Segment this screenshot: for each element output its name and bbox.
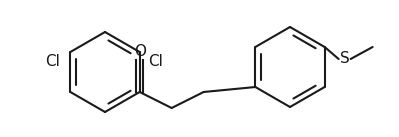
Text: Cl: Cl [148, 55, 163, 69]
Text: Cl: Cl [45, 55, 60, 69]
Text: O: O [134, 45, 146, 59]
Text: S: S [340, 52, 350, 66]
